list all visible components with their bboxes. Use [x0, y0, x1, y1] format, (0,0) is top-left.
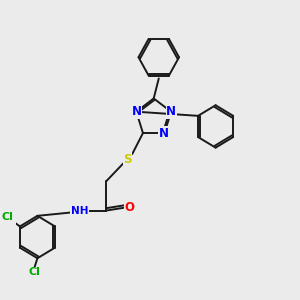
Text: S: S — [123, 152, 132, 166]
Text: Cl: Cl — [1, 212, 13, 222]
Text: N: N — [159, 127, 169, 140]
Text: N: N — [166, 105, 176, 118]
Text: N: N — [132, 105, 142, 118]
Text: NH: NH — [71, 206, 88, 215]
Text: O: O — [124, 201, 134, 214]
Text: Cl: Cl — [29, 267, 40, 278]
